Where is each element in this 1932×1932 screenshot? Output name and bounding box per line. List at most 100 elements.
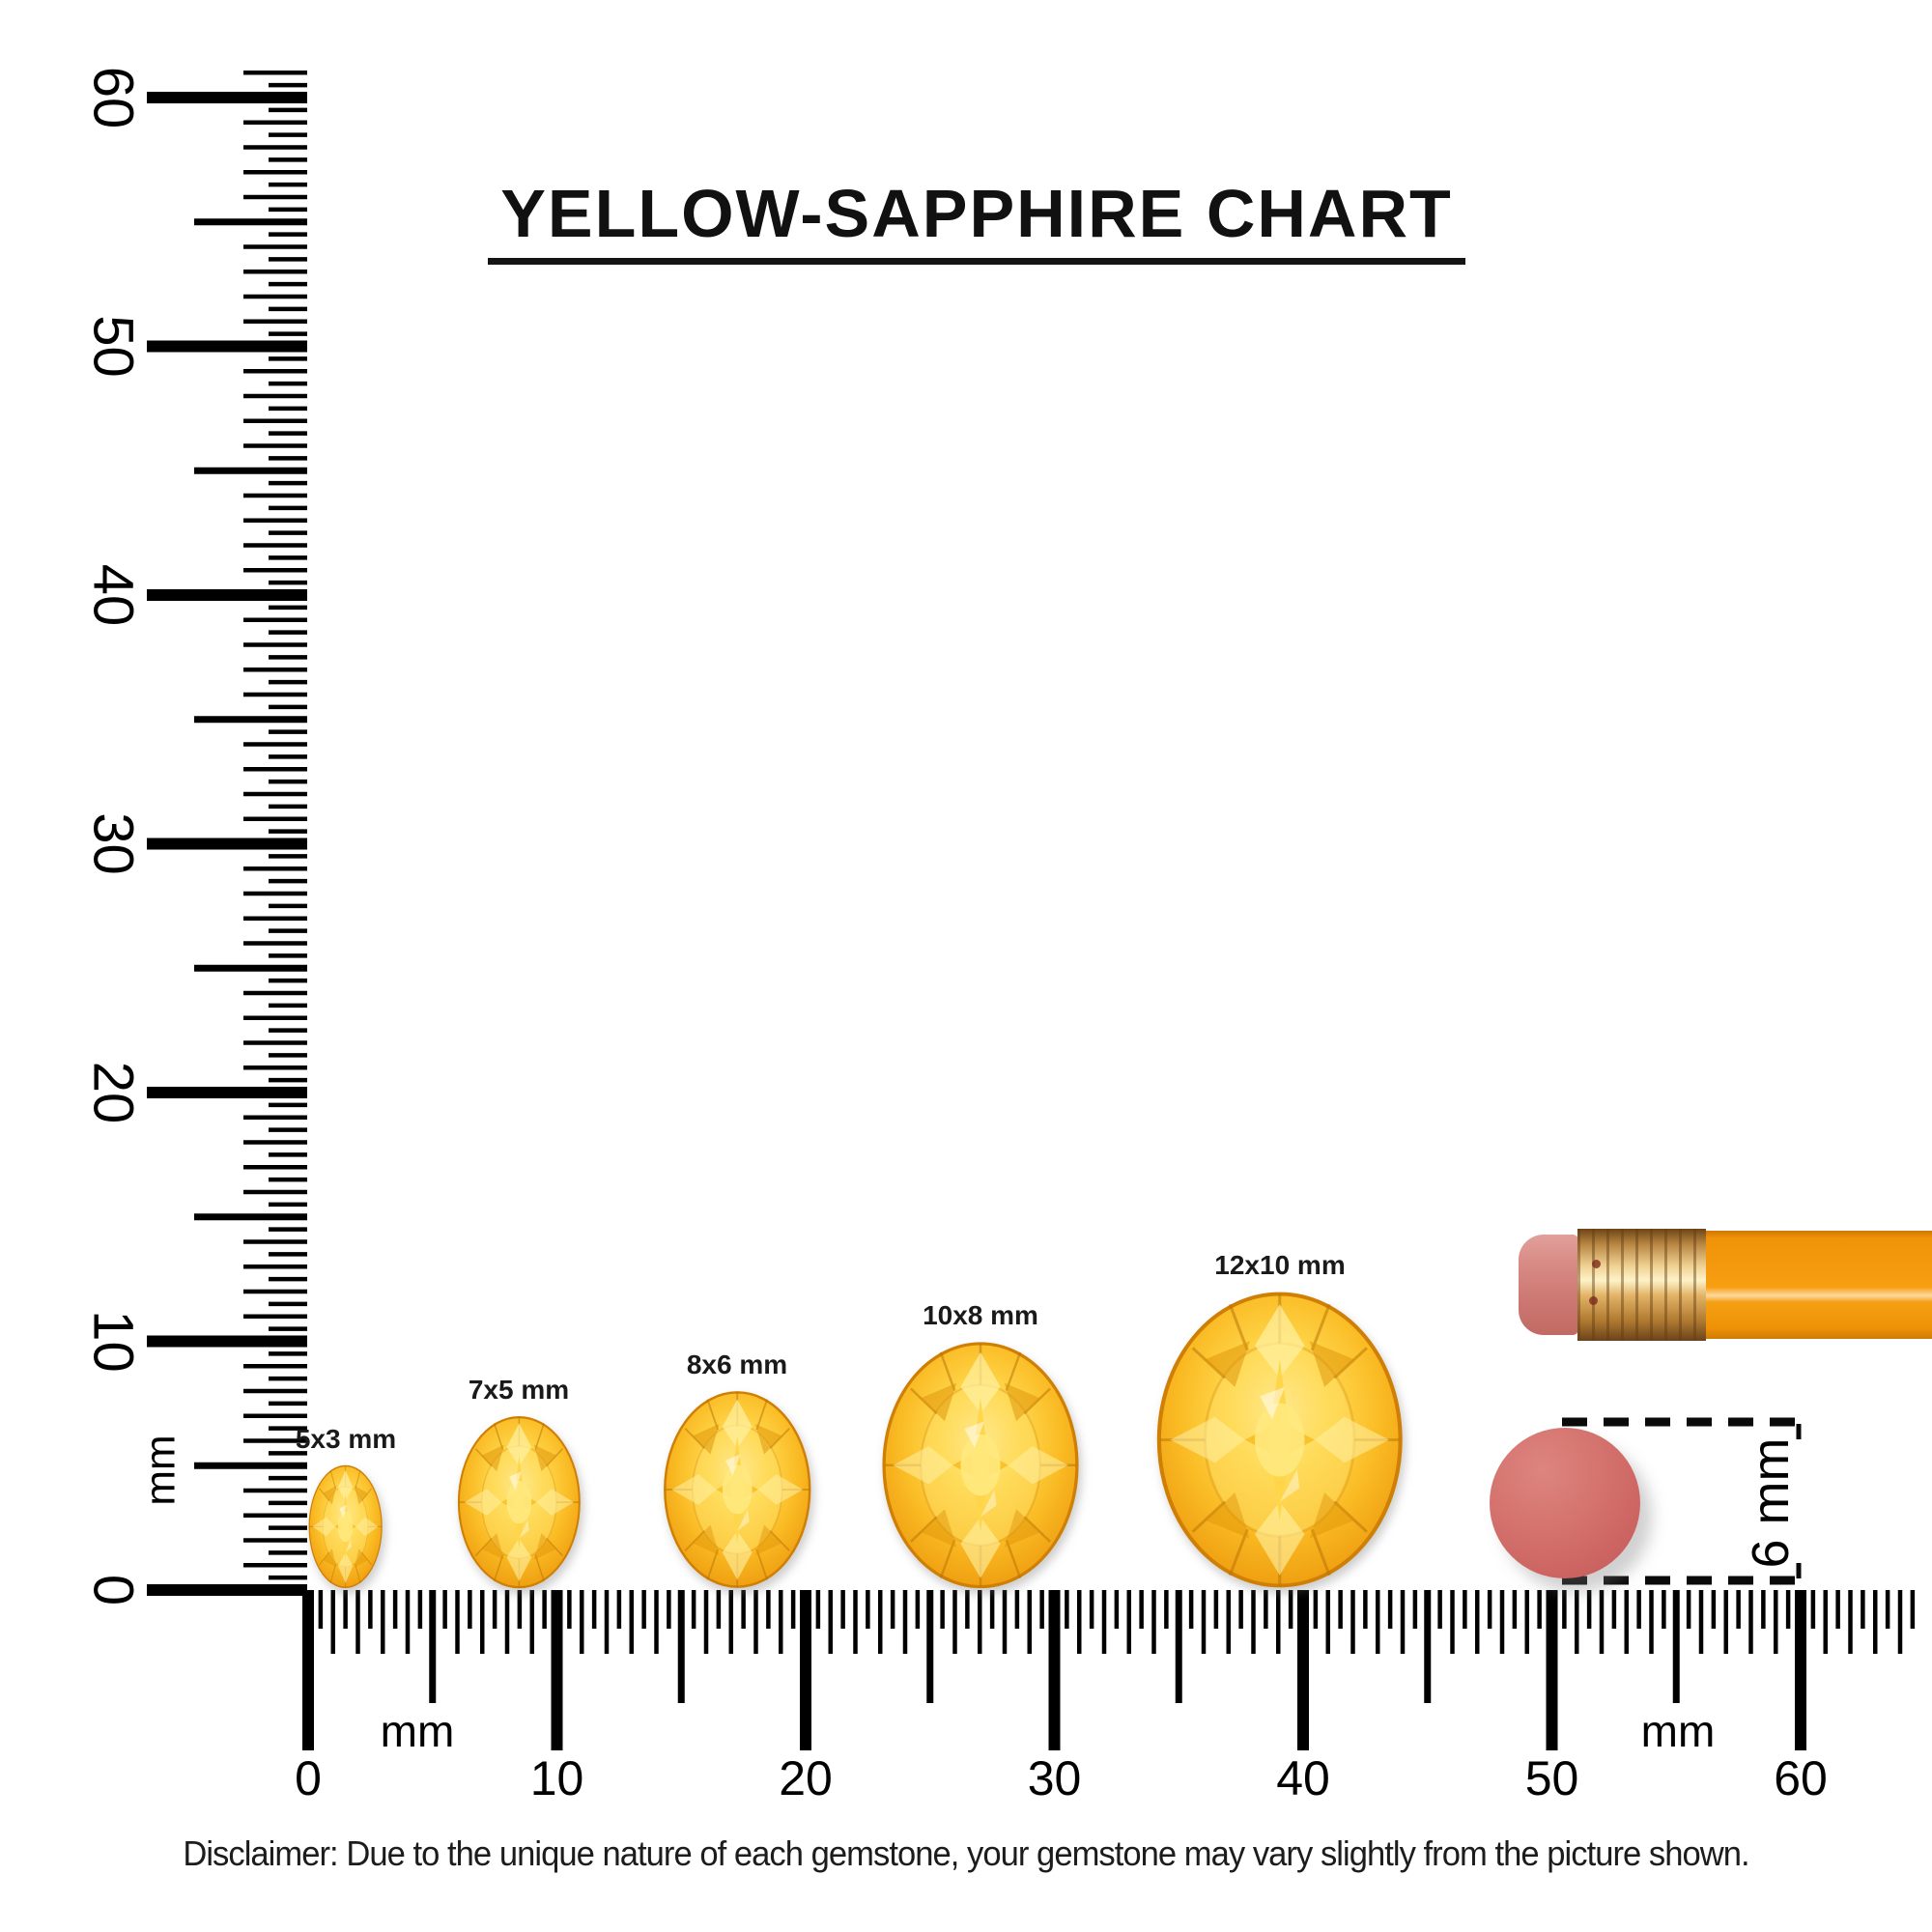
h-ruler-tick (878, 1590, 883, 1654)
v-ruler-tick (269, 1376, 307, 1381)
v-ruler-tick (269, 1127, 307, 1132)
h-ruler-tick (1672, 1590, 1680, 1703)
v-ruler-tick (269, 381, 307, 386)
h-ruler-tick (392, 1590, 398, 1629)
v-ruler-tick (269, 431, 307, 436)
h-ruler-number-30: 30 (1028, 1751, 1082, 1805)
h-ruler-tick (1524, 1590, 1529, 1654)
v-ruler-tick (269, 903, 307, 909)
v-ruler-tick (269, 306, 307, 312)
h-ruler-tick (1586, 1590, 1592, 1629)
v-ruler-tick (243, 767, 307, 772)
h-ruler-tick (1562, 1590, 1567, 1629)
v-ruler-tick (243, 1314, 307, 1319)
v-ruler-tick (269, 1451, 307, 1456)
h-ruler-tick (965, 1590, 970, 1629)
h-ruler-number-0: 0 (295, 1751, 322, 1805)
v-ruler-tick (269, 1028, 307, 1033)
v-ruler-tick (243, 1015, 307, 1020)
h-ruler-tick (529, 1590, 534, 1654)
v-ruler-tick (269, 829, 307, 834)
h-ruler-tick (1546, 1590, 1558, 1750)
v-ruler-tick (243, 418, 307, 423)
v-ruler-tick (147, 92, 307, 103)
h-ruler-tick (1599, 1590, 1605, 1654)
gem-10x8mm: 10x8 mm (881, 1300, 1080, 1590)
h-ruler-tick (468, 1590, 472, 1629)
v-ruler-tick (269, 1401, 307, 1406)
h-ruler-tick (1848, 1590, 1853, 1654)
h-ruler-tick (800, 1590, 811, 1750)
v-ruler-tick (243, 1239, 307, 1244)
h-ruler-tick (1736, 1590, 1741, 1629)
v-ruler-number-20: 20 (82, 1062, 145, 1124)
v-ruler-tick (269, 605, 307, 611)
oval-gem-graphic (663, 1391, 811, 1588)
h-ruler-tick (442, 1590, 447, 1629)
h-ruler-tick (1065, 1590, 1069, 1629)
h-ruler-tick (1487, 1590, 1492, 1629)
h-ruler-tick (1048, 1590, 1061, 1750)
v-ruler-tick (269, 505, 307, 511)
h-ruler-tick (926, 1590, 934, 1703)
ferrule-rivet (1589, 1296, 1598, 1305)
h-ruler-tick (1910, 1590, 1916, 1629)
v-ruler-tick (269, 978, 307, 983)
h-ruler-tick (677, 1590, 685, 1703)
v-ruler-tick (269, 1077, 307, 1083)
h-ruler-tick (517, 1590, 523, 1629)
h-ruler-tick (1175, 1590, 1182, 1703)
h-ruler-tick (1611, 1590, 1617, 1629)
h-ruler-tick (1288, 1590, 1293, 1629)
v-ruler-tick (243, 1040, 307, 1045)
h-ruler-tick (1089, 1590, 1094, 1629)
v-ruler-number-50: 50 (82, 315, 145, 378)
v-ruler-tick (147, 1584, 307, 1596)
h-ruler-tick (1537, 1590, 1542, 1629)
h-ruler-number-10: 10 (530, 1751, 584, 1805)
h-ruler-tick (654, 1590, 659, 1654)
v-ruler-tick (194, 1213, 307, 1221)
h-ruler-tick (591, 1590, 597, 1629)
v-ruler-tick (243, 194, 307, 200)
h-ruler-tick (1873, 1590, 1878, 1654)
v-ruler-tick (243, 1513, 307, 1518)
v-ruler-tick (269, 480, 307, 486)
h-ruler-tick (381, 1590, 385, 1654)
h-ruler-tick (779, 1590, 783, 1654)
v-ruler-tick (269, 1351, 307, 1356)
h-ruler-tick (343, 1590, 348, 1629)
v-ruler-tick (269, 1500, 307, 1506)
v-ruler-tick (147, 1087, 307, 1098)
h-ruler-tick (641, 1590, 646, 1629)
v-ruler-tick (269, 232, 307, 237)
v-ruler-tick (269, 1475, 307, 1481)
h-ruler-tick (1126, 1590, 1131, 1654)
v-ruler-unit-label: mm (137, 1435, 185, 1505)
h-ruler-number-60: 60 (1774, 1751, 1828, 1805)
h-ruler-tick (1376, 1590, 1380, 1654)
h-ruler-tick (429, 1590, 437, 1703)
eraser-face-circle (1490, 1428, 1640, 1578)
h-ruler-tick (915, 1590, 921, 1629)
v-ruler-tick (269, 331, 307, 336)
v-ruler-tick (269, 1202, 307, 1208)
gem-size-label: 10x8 mm (923, 1299, 1038, 1330)
v-ruler-tick (269, 1525, 307, 1530)
v-ruler-tick (269, 456, 307, 461)
h-ruler-number-40: 40 (1276, 1751, 1330, 1805)
v-ruler-tick (243, 692, 307, 697)
v-ruler-tick (269, 804, 307, 810)
v-ruler-tick (243, 668, 307, 672)
v-ruler-tick (243, 393, 307, 399)
h-ruler-tick (1795, 1590, 1806, 1750)
v-ruler-tick (243, 319, 307, 324)
h-ruler-tick (368, 1590, 373, 1629)
h-ruler-tick (940, 1590, 945, 1629)
gem-size-label: 5x3 mm (295, 1424, 397, 1455)
v-ruler-tick (269, 878, 307, 884)
v-ruler-tick (243, 867, 307, 871)
v-ruler-tick (269, 555, 307, 560)
h-ruler-tick (1624, 1590, 1629, 1654)
